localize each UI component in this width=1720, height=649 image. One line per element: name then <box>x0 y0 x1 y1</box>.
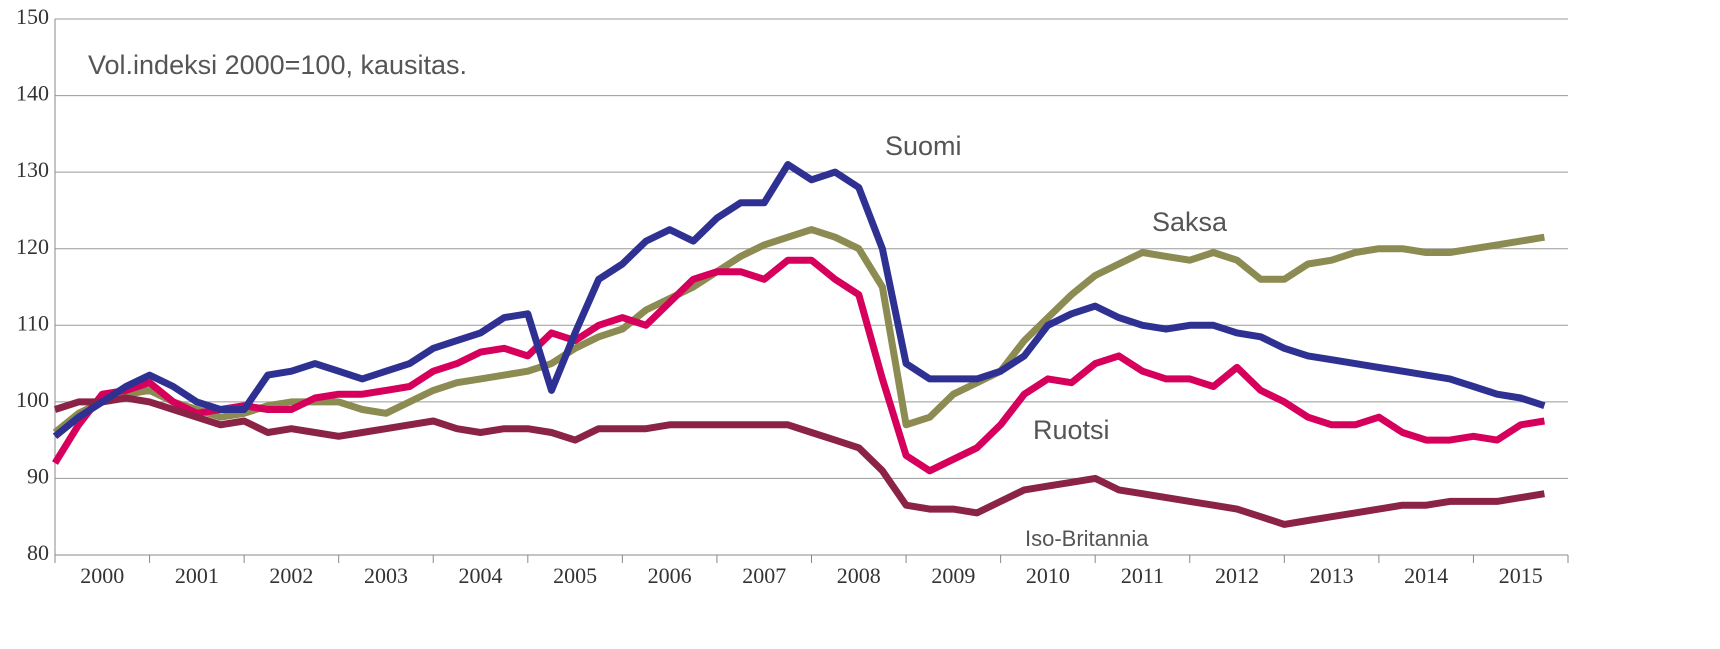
y-tick-label: 140 <box>16 81 49 106</box>
x-tick-label: 2004 <box>459 563 503 588</box>
x-tick-label: 2014 <box>1404 563 1448 588</box>
y-tick-label: 120 <box>16 234 49 259</box>
y-tick-label: 130 <box>16 157 49 182</box>
y-tick-label: 100 <box>16 387 49 412</box>
x-tick-label: 2011 <box>1121 563 1164 588</box>
x-tick-label: 2007 <box>742 563 786 588</box>
series-label: Suomi <box>885 131 962 161</box>
x-tick-label: 2002 <box>269 563 313 588</box>
series-line <box>52 161 1546 440</box>
x-tick-label: 2012 <box>1215 563 1259 588</box>
y-tick-label: 80 <box>27 540 49 565</box>
x-tick-label: 2003 <box>364 563 408 588</box>
y-tick-label: 150 <box>16 4 49 29</box>
x-tick-label: 2009 <box>931 563 975 588</box>
y-tick-label: 90 <box>27 463 49 488</box>
x-tick-label: 2013 <box>1310 563 1354 588</box>
y-tick-label: 110 <box>17 310 49 335</box>
x-tick-label: 2000 <box>80 563 124 588</box>
x-tick-label: 2006 <box>648 563 692 588</box>
series-label: Iso-Britannia <box>1025 526 1149 551</box>
series-label: Ruotsi <box>1033 415 1110 445</box>
x-tick-label: 2015 <box>1499 563 1543 588</box>
series-line <box>52 256 1545 475</box>
x-tick-label: 2010 <box>1026 563 1070 588</box>
series-line <box>53 394 1545 528</box>
x-tick-label: 2008 <box>837 563 881 588</box>
series-label: Saksa <box>1152 207 1228 237</box>
x-tick-label: 2005 <box>553 563 597 588</box>
x-tick-label: 2001 <box>175 563 219 588</box>
subtitle: Vol.indeksi 2000=100, kausitas. <box>88 50 467 80</box>
